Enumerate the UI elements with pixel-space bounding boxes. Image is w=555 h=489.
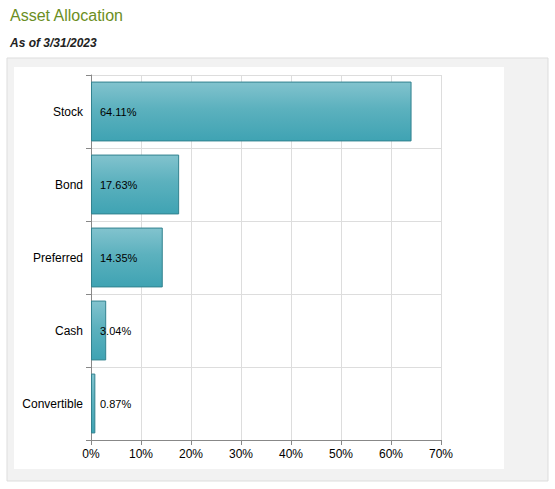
svg-text:0%: 0% [82, 447, 100, 461]
svg-text:Convertible: Convertible [22, 397, 83, 411]
svg-text:Preferred: Preferred [33, 251, 83, 265]
svg-text:As of 3/31/2023: As of 3/31/2023 [9, 36, 97, 50]
svg-text:Bond: Bond [55, 178, 83, 192]
svg-text:40%: 40% [279, 447, 303, 461]
svg-text:0.87%: 0.87% [100, 398, 131, 410]
svg-text:30%: 30% [229, 447, 253, 461]
svg-text:3.04%: 3.04% [100, 325, 131, 337]
svg-text:10%: 10% [129, 447, 153, 461]
svg-text:70%: 70% [429, 447, 453, 461]
svg-text:14.35%: 14.35% [100, 252, 138, 264]
svg-text:Cash: Cash [55, 324, 83, 338]
svg-text:17.63%: 17.63% [100, 179, 138, 191]
svg-text:Asset Allocation: Asset Allocation [10, 7, 123, 24]
svg-text:Stock: Stock [53, 105, 84, 119]
svg-text:60%: 60% [379, 447, 403, 461]
svg-text:20%: 20% [179, 447, 203, 461]
svg-text:50%: 50% [329, 447, 353, 461]
svg-text:64.11%: 64.11% [100, 106, 137, 118]
